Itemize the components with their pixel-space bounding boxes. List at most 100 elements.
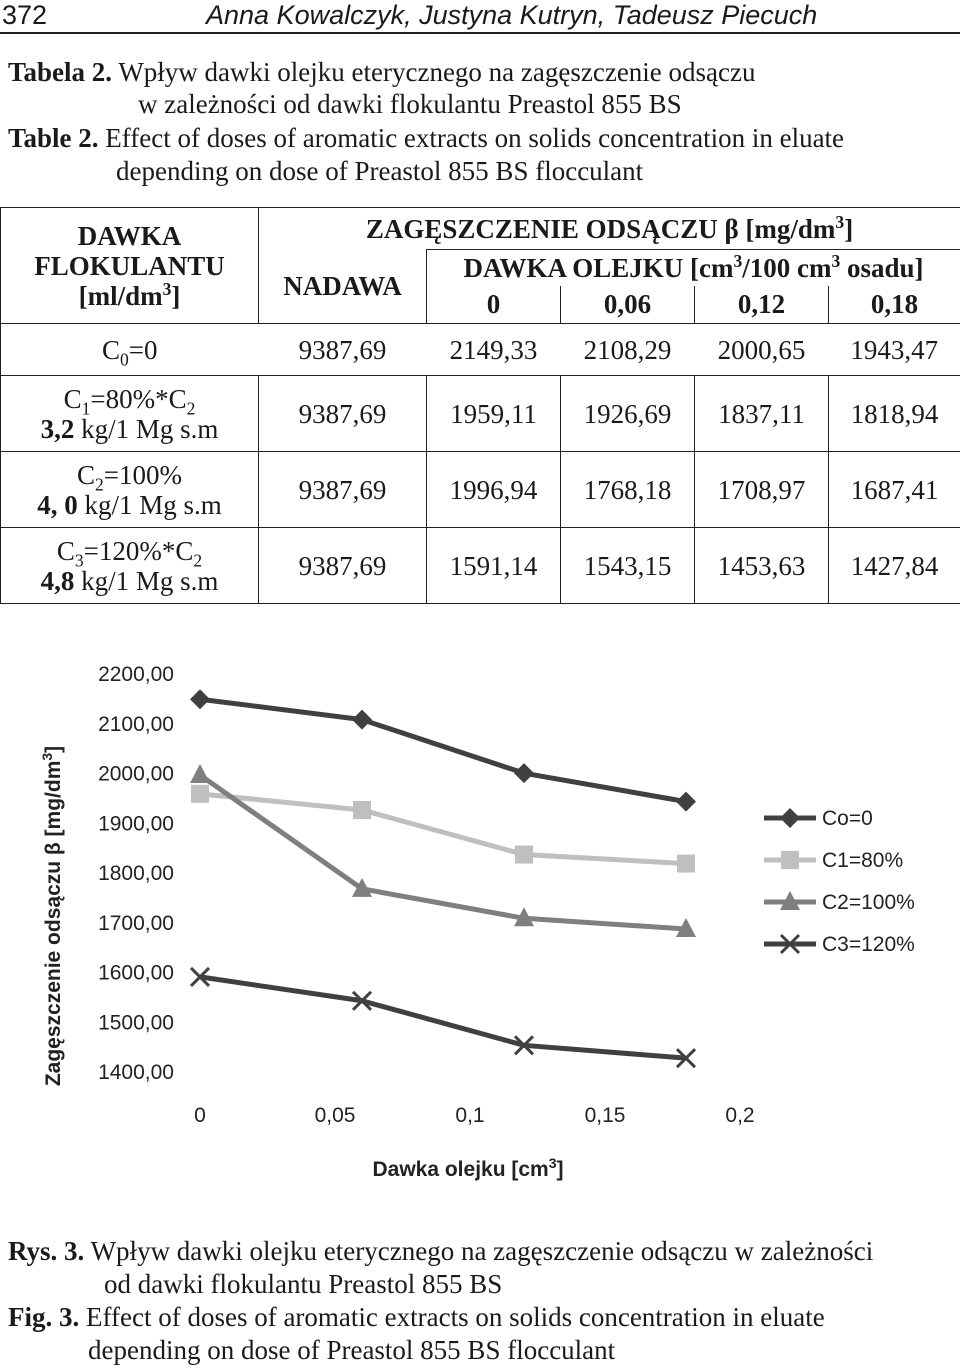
series-lines [189, 689, 697, 1069]
table-cell: 1768,18 [560, 451, 695, 528]
legend-item: C1=80% [764, 849, 903, 872]
table-caption-pl-line1: Wpływ dawki olejku eterycznego na zagęsz… [118, 57, 756, 87]
table-cell: 1943,47 [828, 323, 960, 376]
data-point [515, 845, 533, 864]
data-point [190, 764, 210, 784]
x-tick-label: 0,1 [455, 1104, 484, 1127]
table-cell: 1453,63 [694, 527, 829, 604]
legend-marker [780, 808, 800, 828]
table-row: C2=100% 4, 0 kg/1 Mg s.m 9387,69 1996,94… [0, 451, 960, 528]
line-chart: Zagęszczenie odsączu β [mg/dm3] 1400,001… [39, 663, 915, 1181]
page-number: 372 [2, 0, 48, 30]
data-point [514, 763, 534, 784]
y-tick-label: 1700,00 [98, 912, 174, 935]
header-oil-dose-value: 0,12 [694, 285, 829, 324]
y-tick-label: 1400,00 [98, 1061, 174, 1084]
header-oil-dose: DAWKA OLEJKU [cm3/100 cm3 osadu] [425, 249, 960, 286]
series-square [191, 784, 695, 873]
table-cell: 1591,14 [426, 527, 561, 604]
header-dose-line1: DAWKA [77, 220, 182, 251]
series-line [199, 791, 687, 867]
header-concentration: ZAGĘSZCZENIE ODSĄCZU β [mg/dm3] [257, 207, 960, 250]
header-dose-line3: [ml/dm3] [78, 278, 181, 311]
series-line [199, 974, 687, 1061]
authors: Anna Kowalczyk, Justyna Kutryn, Tadeusz … [206, 0, 818, 30]
table-cell: 1996,94 [426, 451, 561, 528]
legend-marker [779, 933, 801, 955]
legend: Co=0 C1=80% C2=100% C3=120% [764, 807, 915, 956]
data-point [676, 791, 696, 812]
row-label: C1=80%*C2 3,2 kg/1 Mg s.m [0, 375, 259, 452]
table-cell: 1427,84 [827, 527, 960, 604]
table-cell: 9387,69 [258, 451, 427, 528]
table-cell: 9387,69 [258, 527, 427, 604]
figure-caption-pl-line1: Wpływ dawki olejku eterycznego na zagęsz… [90, 1236, 874, 1266]
y-tick-label: 2200,00 [98, 663, 174, 686]
data-point [351, 990, 373, 1011]
header-feed: NADAWA [258, 249, 427, 324]
header-oil-dose-value: 0 [426, 285, 561, 324]
table-row: C3=120%*C2 4,8 kg/1 Mg s.m 9387,69 1591,… [0, 527, 960, 604]
table-cell: 1926,69 [560, 375, 695, 452]
table-row: C0=0 9387,69 2149,33 2108,29 2000,65 194… [0, 323, 960, 376]
table-caption-pl-line2: w zależności od dawki flokulantu Preasto… [138, 89, 682, 119]
legend-item: Co=0 [764, 807, 873, 830]
row-label: C0=0 [0, 323, 259, 376]
table-cell: 1543,15 [560, 527, 695, 604]
x-tick-label: 0,05 [315, 1104, 356, 1127]
header-oil-dose-value: 0,18 [827, 285, 960, 324]
figure-caption-pl-line2: od dawki flokulantu Preastol 855 BS [104, 1269, 503, 1299]
y-tick-labels: 1400,00 1500,00 1600,00 1700,00 1800,00 1900,… [98, 663, 174, 1084]
legend-marker [781, 851, 799, 869]
data-point [352, 709, 372, 730]
data-point [676, 918, 696, 938]
figure-caption-en-line2: depending on dose of Preastol 855 BS flo… [88, 1335, 616, 1365]
y-tick-label: 1600,00 [98, 962, 174, 985]
table-caption-en-label: Table 2. [8, 123, 99, 153]
data-point [677, 854, 695, 873]
table-cell: 9387,69 [258, 323, 427, 376]
y-tick-label: 2000,00 [98, 763, 174, 786]
data-point [353, 800, 371, 819]
data-point [514, 907, 534, 927]
figure-caption-en-label: Fig. 3. [8, 1302, 80, 1332]
y-tick-label: 1800,00 [98, 862, 174, 885]
table-cell: 1687,41 [827, 451, 960, 528]
data-point [191, 784, 209, 803]
data-point [675, 1048, 697, 1069]
x-tick-label: 0,15 [585, 1104, 626, 1127]
series-x [189, 966, 697, 1069]
table-caption-pl-label: Tabela 2. [8, 57, 113, 87]
table-caption-en-line2: depending on dose of Preastol 855 BS flo… [116, 156, 644, 186]
table-cell: 2108,29 [560, 323, 695, 376]
series-triangle [190, 764, 696, 938]
figure-caption-en-line1: Effect of doses of aromatic extracts on … [86, 1302, 825, 1332]
row-label: C3=120%*C2 4,8 kg/1 Mg s.m [0, 527, 259, 604]
legend-item: C3=120% [764, 933, 915, 956]
y-tick-label: 1900,00 [98, 812, 174, 835]
data-point [352, 877, 372, 897]
header-dose-line2: FLOKULANTU [34, 250, 225, 281]
x-axis-label: Dawka olejku [cm3] [372, 1155, 563, 1181]
legend-label: C1=80% [822, 849, 903, 872]
y-tick-label: 1500,00 [98, 1011, 174, 1034]
table-caption-en-line1: Effect of doses of aromatic extracts on … [105, 123, 845, 153]
table-cell: 9387,69 [258, 375, 427, 452]
y-tick-label: 2100,00 [98, 713, 174, 736]
series-line [199, 696, 687, 805]
x-tick-label: 0,2 [725, 1104, 754, 1127]
data-point [190, 689, 210, 710]
x-tick-labels: 0 0,05 0,1 0,15 0,2 [194, 1104, 754, 1127]
results-table: DAWKA FLOKULANTU [ml/dm3] ZAGĘSZCZENIE O… [0, 207, 960, 604]
legend-marker [780, 891, 800, 910]
figure-caption-en: Fig. 3. Effect of doses of aromatic extr… [8, 1301, 825, 1333]
table-cell: 1818,94 [827, 375, 960, 452]
table-row: C1=80%*C2 3,2 kg/1 Mg s.m 9387,69 1959,1… [0, 375, 960, 452]
table-cell: 1708,97 [694, 451, 829, 528]
header-flocculant-dose: DAWKA FLOKULANTU [ml/dm3] [0, 207, 259, 324]
legend-label: Co=0 [822, 807, 873, 830]
data-point [513, 1035, 535, 1056]
table-cell: 2000,65 [694, 323, 829, 376]
table-cell: 2149,33 [426, 323, 561, 376]
header-oil-dose-value: 0,06 [560, 285, 695, 324]
